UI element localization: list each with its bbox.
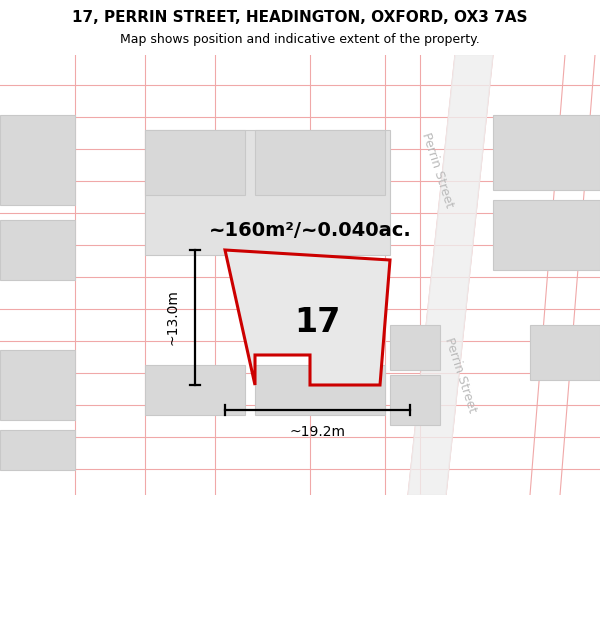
Bar — [0, 115, 75, 205]
Bar — [145, 365, 245, 415]
Bar — [255, 365, 385, 415]
Polygon shape — [225, 250, 390, 385]
Text: ~19.2m: ~19.2m — [290, 425, 346, 439]
Bar — [0, 430, 75, 470]
Text: ~160m²/~0.040ac.: ~160m²/~0.040ac. — [209, 221, 412, 239]
Text: ~13.0m: ~13.0m — [166, 289, 180, 346]
Bar — [0, 350, 75, 420]
Bar — [493, 200, 600, 270]
Text: 17, PERRIN STREET, HEADINGTON, OXFORD, OX3 7AS: 17, PERRIN STREET, HEADINGTON, OXFORD, O… — [72, 9, 528, 24]
Bar — [493, 115, 600, 190]
Bar — [145, 130, 390, 255]
Text: Map shows position and indicative extent of the property.: Map shows position and indicative extent… — [120, 34, 480, 46]
Bar — [255, 130, 385, 195]
Bar — [0, 220, 75, 280]
Bar — [145, 130, 245, 195]
Bar — [530, 325, 600, 380]
Bar — [390, 325, 440, 370]
Polygon shape — [408, 55, 493, 495]
Bar — [390, 375, 440, 425]
Text: 17: 17 — [295, 306, 341, 339]
Text: Perrin Street: Perrin Street — [419, 131, 455, 209]
Text: Perrin Street: Perrin Street — [442, 336, 478, 414]
